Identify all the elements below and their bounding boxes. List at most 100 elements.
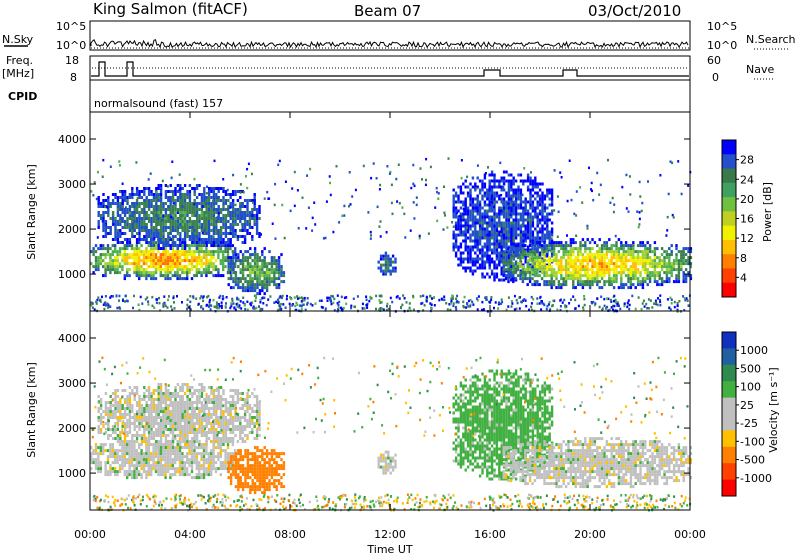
- range-cell: [651, 265, 654, 269]
- range-cell: [246, 256, 250, 260]
- range-cell: [249, 256, 252, 260]
- range-cell: [191, 235, 194, 238]
- range-cell: [466, 236, 470, 240]
- range-cell: [171, 223, 175, 226]
- range-cell: [634, 256, 637, 260]
- range-cell: [205, 205, 208, 208]
- range-cell: [198, 238, 201, 241]
- range-cell: [495, 263, 499, 267]
- range-cell: [178, 265, 182, 269]
- range-cell: [464, 245, 467, 249]
- range-cell: [579, 274, 582, 278]
- range-cell: [570, 198, 573, 202]
- range-cell: [116, 265, 119, 269]
- range-cell: [588, 256, 592, 260]
- range-cell: [114, 262, 117, 266]
- range-cell: [639, 271, 642, 275]
- range-cell: [505, 221, 508, 225]
- range-cell: [676, 308, 679, 312]
- range-cell: [102, 205, 105, 208]
- range-cell: [266, 190, 269, 194]
- range-cell: [157, 452, 160, 456]
- range-cell: [107, 208, 110, 211]
- range-cell: [486, 272, 489, 276]
- range-cell: [244, 256, 247, 260]
- range-cell: [174, 220, 177, 223]
- range-cell: [224, 458, 227, 462]
- range-cell: [251, 226, 254, 229]
- range-cell: [133, 202, 136, 205]
- range-cell: [147, 446, 150, 450]
- range-cell: [500, 230, 503, 234]
- range-cell: [452, 233, 455, 237]
- range-cell: [483, 194, 487, 198]
- range-cell: [178, 458, 182, 462]
- range-cell: [114, 449, 117, 453]
- range-cell: [536, 203, 539, 207]
- range-cell: [178, 470, 182, 474]
- range-cell: [239, 205, 242, 208]
- range-cell: [202, 271, 206, 275]
- range-cell: [600, 244, 604, 248]
- range-cell: [675, 277, 678, 281]
- range-cell: [258, 274, 262, 278]
- range-cell: [653, 277, 657, 281]
- range-cell: [171, 461, 174, 465]
- range-cell: [179, 226, 182, 229]
- range-cell: [155, 205, 158, 208]
- range-cell: [164, 268, 167, 272]
- range-cell: [476, 266, 479, 270]
- range-cell: [672, 268, 676, 272]
- range-cell: [676, 304, 679, 307]
- range-cell: [159, 202, 163, 205]
- range-cell: [162, 256, 165, 260]
- range-cell: [466, 212, 470, 216]
- range-cell: [507, 268, 510, 272]
- range-cell: [524, 227, 527, 231]
- range-cell: [171, 241, 174, 245]
- range-cell: [263, 274, 266, 278]
- range-cell: [116, 470, 119, 474]
- range-cell: [512, 274, 515, 278]
- range-cell: [377, 260, 380, 264]
- range-cell: [164, 214, 168, 217]
- range-cell: [622, 250, 625, 254]
- range-cell: [236, 190, 240, 193]
- range-cell: [205, 250, 208, 254]
- range-cell: [471, 218, 475, 222]
- range-cell: [676, 302, 679, 305]
- range-cell: [193, 476, 196, 480]
- range-cell: [485, 296, 488, 299]
- range-cell: [484, 172, 487, 175]
- range-cell: [612, 277, 616, 281]
- range-cell: [488, 275, 491, 279]
- range-cell: [454, 254, 458, 258]
- range-cell: [536, 247, 539, 251]
- range-cell: [219, 232, 223, 235]
- range-cell: [193, 190, 196, 193]
- range-cell: [210, 449, 213, 453]
- range-cell: [454, 233, 458, 237]
- range-cell: [97, 247, 100, 251]
- range-cell: [379, 183, 382, 187]
- range-cell: [516, 247, 520, 251]
- range-cell: [474, 251, 477, 255]
- range-cell: [519, 203, 523, 207]
- range-cell: [104, 232, 108, 235]
- range-cell: [478, 206, 482, 210]
- range-cell: [280, 265, 283, 269]
- range-cell: [135, 274, 138, 278]
- range-cell: [258, 283, 262, 287]
- range-cell: [179, 214, 182, 217]
- range-cell: [241, 226, 244, 229]
- range-cell: [243, 199, 247, 202]
- range-cell: [548, 191, 551, 195]
- range-cell: [150, 223, 153, 226]
- range-cell: [123, 220, 127, 223]
- range-cell: [672, 216, 675, 219]
- range-cell: [234, 220, 237, 223]
- range-cell: [459, 251, 463, 255]
- range-cell: [370, 176, 373, 180]
- range-cell: [111, 211, 115, 214]
- range-cell: [543, 221, 547, 225]
